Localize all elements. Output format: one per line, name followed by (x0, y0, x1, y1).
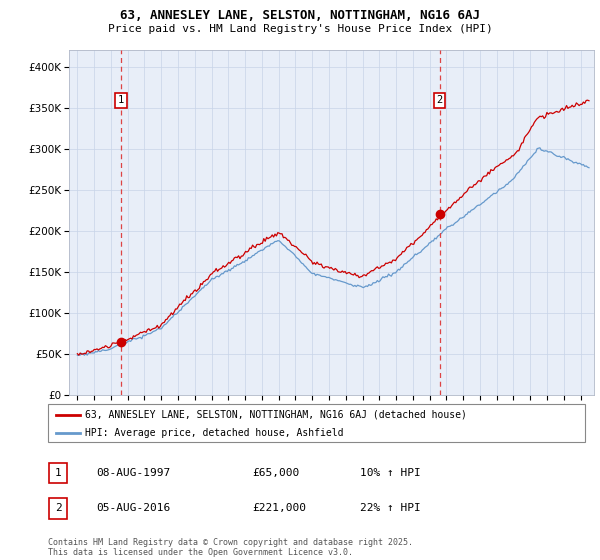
Text: 63, ANNESLEY LANE, SELSTON, NOTTINGHAM, NG16 6AJ: 63, ANNESLEY LANE, SELSTON, NOTTINGHAM, … (120, 9, 480, 22)
Text: 1: 1 (55, 468, 62, 478)
Text: 22% ↑ HPI: 22% ↑ HPI (360, 503, 421, 514)
Text: 10% ↑ HPI: 10% ↑ HPI (360, 468, 421, 478)
Text: £221,000: £221,000 (252, 503, 306, 514)
FancyBboxPatch shape (48, 404, 585, 442)
Text: £65,000: £65,000 (252, 468, 299, 478)
Text: 2: 2 (55, 503, 62, 514)
Text: Price paid vs. HM Land Registry's House Price Index (HPI): Price paid vs. HM Land Registry's House … (107, 24, 493, 34)
FancyBboxPatch shape (49, 498, 67, 519)
FancyBboxPatch shape (49, 463, 67, 483)
Text: HPI: Average price, detached house, Ashfield: HPI: Average price, detached house, Ashf… (85, 428, 343, 438)
Text: 2: 2 (437, 95, 443, 105)
Text: 05-AUG-2016: 05-AUG-2016 (96, 503, 170, 514)
Text: 63, ANNESLEY LANE, SELSTON, NOTTINGHAM, NG16 6AJ (detached house): 63, ANNESLEY LANE, SELSTON, NOTTINGHAM, … (85, 409, 466, 419)
Text: Contains HM Land Registry data © Crown copyright and database right 2025.
This d: Contains HM Land Registry data © Crown c… (48, 538, 413, 557)
Text: 08-AUG-1997: 08-AUG-1997 (96, 468, 170, 478)
Text: 1: 1 (118, 95, 124, 105)
